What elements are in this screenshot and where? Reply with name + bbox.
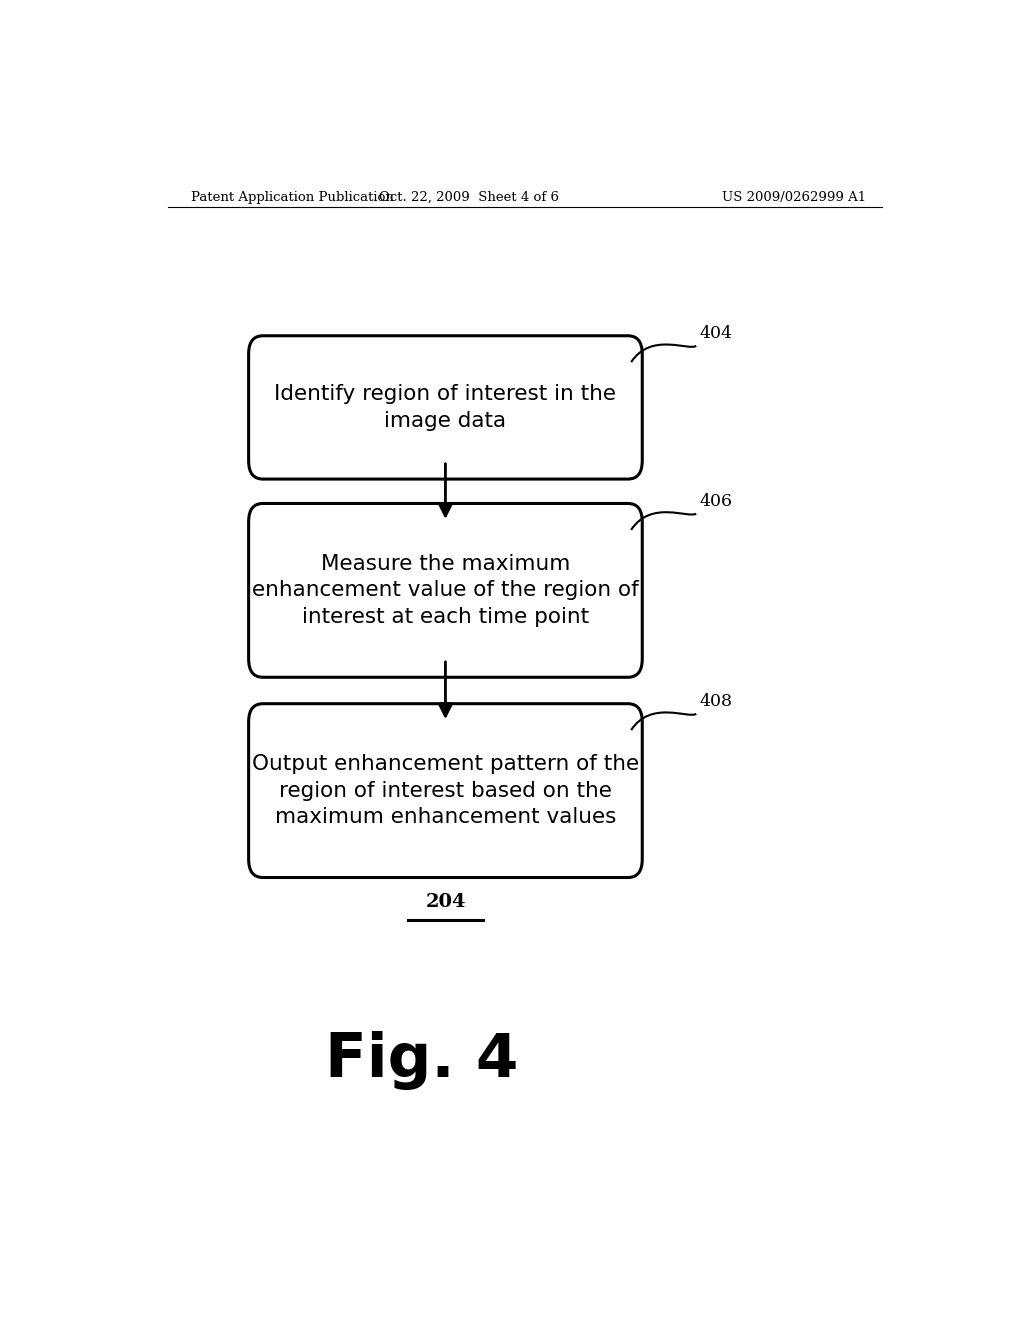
Text: Fig. 4: Fig. 4 (325, 1031, 518, 1090)
FancyBboxPatch shape (249, 503, 642, 677)
FancyBboxPatch shape (249, 704, 642, 878)
Text: Oct. 22, 2009  Sheet 4 of 6: Oct. 22, 2009 Sheet 4 of 6 (379, 191, 559, 203)
Text: 404: 404 (699, 325, 732, 342)
Text: 408: 408 (699, 693, 732, 710)
Text: Patent Application Publication: Patent Application Publication (191, 191, 394, 203)
Text: 406: 406 (699, 492, 732, 510)
Text: Measure the maximum
enhancement value of the region of
interest at each time poi: Measure the maximum enhancement value of… (252, 554, 639, 627)
Text: Output enhancement pattern of the
region of interest based on the
maximum enhanc: Output enhancement pattern of the region… (252, 754, 639, 828)
Text: US 2009/0262999 A1: US 2009/0262999 A1 (722, 191, 866, 203)
Text: 204: 204 (425, 894, 466, 911)
FancyBboxPatch shape (249, 335, 642, 479)
Text: Identify region of interest in the
image data: Identify region of interest in the image… (274, 384, 616, 430)
